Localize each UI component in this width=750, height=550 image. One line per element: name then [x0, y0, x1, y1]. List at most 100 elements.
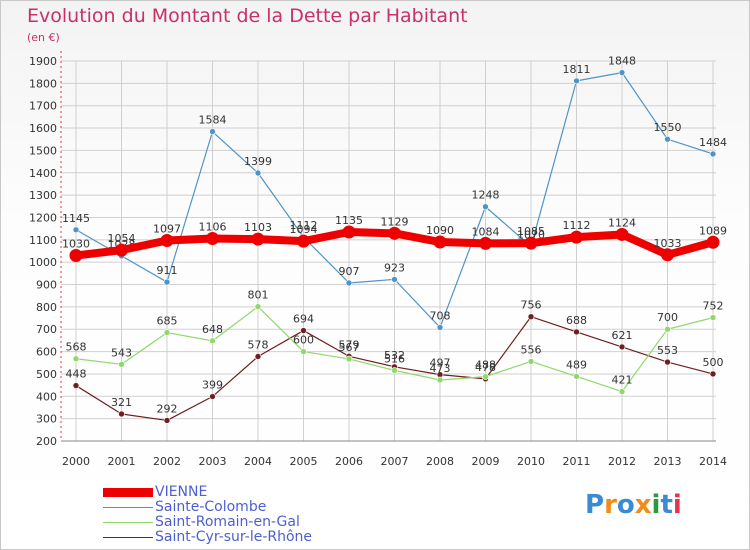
data-point-vienne [661, 248, 674, 262]
data-label-saint-romain-en-gal: 648 [202, 323, 223, 336]
data-point-saint-cyr-sur-le-rhone [209, 393, 216, 400]
data-label-saint-romain-en-gal: 567 [339, 341, 360, 354]
x-tick-label: 2010 [517, 455, 545, 468]
data-point-saint-romain-en-gal [72, 355, 80, 363]
x-tick-label: 2014 [699, 455, 727, 468]
y-tick-label: 600 [36, 346, 57, 359]
x-tick-label: 2004 [244, 455, 272, 468]
data-point-saint-romain-en-gal [209, 337, 216, 345]
data-label-vienne: 1135 [335, 214, 363, 227]
data-point-sainte-colombe [436, 324, 444, 331]
y-tick-label: 800 [36, 301, 57, 314]
data-label-sainte-colombe: 1484 [699, 136, 727, 149]
data-point-sainte-colombe [482, 203, 489, 211]
data-label-saint-cyr-sur-le-rhone: 621 [612, 329, 633, 342]
legend-label-saint-cyr-sur-le-rhone: Saint-Cyr-sur-le-Rhône [155, 529, 313, 545]
data-label-saint-cyr-sur-le-rhone: 553 [657, 344, 678, 357]
chart-subtitle: (en €) [27, 31, 60, 44]
data-label-sainte-colombe: 1248 [472, 189, 500, 202]
data-point-saint-romain-en-gal [391, 367, 398, 374]
x-tick-label: 2002 [153, 455, 181, 468]
data-point-vienne [115, 243, 128, 257]
data-label-saint-cyr-sur-le-rhone: 448 [66, 368, 87, 381]
data-point-vienne [206, 231, 219, 245]
data-point-sainte-colombe [573, 77, 580, 85]
data-point-sainte-colombe [254, 169, 262, 177]
data-label-saint-romain-en-gal: 600 [293, 334, 314, 347]
data-label-sainte-colombe: 911 [157, 264, 178, 277]
data-label-saint-romain-en-gal: 489 [566, 358, 587, 371]
x-tick-label: 2009 [472, 455, 500, 468]
y-tick-label: 1000 [29, 256, 57, 269]
data-label-vienne: 1054 [108, 232, 136, 245]
data-point-saint-cyr-sur-le-rhone [664, 358, 671, 366]
data-label-saint-cyr-sur-le-rhone: 756 [521, 299, 542, 312]
data-label-saint-cyr-sur-le-rhone: 292 [157, 402, 178, 415]
data-point-sainte-colombe [664, 135, 671, 143]
data-label-vienne: 1124 [608, 216, 636, 229]
data-label-sainte-colombe: 1584 [199, 114, 227, 127]
data-label-saint-cyr-sur-le-rhone: 321 [111, 396, 132, 409]
data-point-saint-cyr-sur-le-rhone [573, 328, 580, 336]
data-label-saint-cyr-sur-le-rhone: 688 [566, 314, 587, 327]
data-point-saint-cyr-sur-le-rhone [163, 417, 171, 424]
data-label-saint-romain-en-gal: 568 [66, 341, 87, 354]
data-label-vienne: 1106 [199, 220, 227, 233]
y-tick-label: 300 [36, 413, 57, 426]
data-point-vienne [69, 248, 83, 262]
data-point-saint-cyr-sur-le-rhone [254, 353, 262, 360]
proxiti-logo: Proxiti [585, 490, 682, 520]
legend-swatch-saint-cyr-sur-le-rhone [103, 537, 153, 538]
data-label-saint-cyr-sur-le-rhone: 497 [430, 357, 451, 370]
data-label-saint-romain-en-gal: 700 [657, 311, 678, 324]
legend-swatch-saint-romain-en-gal [103, 522, 153, 523]
x-tick-label: 2012 [608, 455, 636, 468]
data-point-saint-romain-en-gal [118, 361, 125, 368]
data-point-vienne [433, 235, 447, 249]
data-point-sainte-colombe [391, 276, 398, 283]
y-tick-label: 1700 [29, 100, 57, 113]
data-point-saint-romain-en-gal [482, 373, 489, 380]
x-tick-label: 2008 [426, 455, 454, 468]
x-tick-label: 2000 [62, 455, 90, 468]
data-point-vienne [297, 234, 310, 248]
legend-swatch-sainte-colombe [103, 507, 153, 508]
y-tick-label: 900 [36, 279, 57, 292]
data-label-sainte-colombe: 1848 [608, 55, 636, 68]
x-tick-label: 2001 [108, 455, 136, 468]
data-label-saint-cyr-sur-le-rhone: 478 [475, 361, 496, 374]
data-label-vienne: 1033 [654, 237, 682, 250]
data-point-saint-cyr-sur-le-rhone [527, 313, 535, 321]
data-label-saint-romain-en-gal: 473 [430, 362, 451, 375]
data-point-saint-romain-en-gal [527, 358, 535, 365]
data-point-saint-cyr-sur-le-rhone [618, 343, 626, 351]
data-point-vienne [524, 236, 538, 250]
y-tick-label: 500 [36, 368, 57, 381]
data-point-saint-romain-en-gal [436, 376, 444, 384]
data-point-saint-romain-en-gal [345, 355, 353, 363]
data-point-vienne [251, 232, 265, 246]
data-point-saint-romain-en-gal [664, 325, 671, 333]
data-point-saint-romain-en-gal [163, 329, 171, 336]
y-tick-label: 200 [36, 435, 57, 448]
logo-letter: t [660, 490, 673, 520]
data-point-saint-romain-en-gal [618, 388, 626, 395]
x-tick-label: 2005 [290, 455, 318, 468]
data-label-sainte-colombe: 907 [339, 265, 360, 278]
data-label-vienne: 1112 [563, 219, 591, 232]
y-tick-label: 1600 [29, 122, 57, 135]
data-point-vienne [615, 227, 629, 241]
data-point-saint-cyr-sur-le-rhone [300, 327, 307, 334]
data-label-vienne: 1097 [153, 222, 181, 235]
data-label-saint-romain-en-gal: 685 [157, 315, 178, 328]
data-label-vienne: 1129 [381, 215, 409, 228]
data-label-vienne: 1094 [290, 223, 318, 236]
data-label-saint-romain-en-gal: 801 [248, 289, 269, 302]
data-label-saint-cyr-sur-le-rhone: 694 [293, 313, 314, 326]
data-label-vienne: 1103 [244, 221, 272, 234]
data-point-sainte-colombe [345, 279, 353, 287]
data-label-saint-romain-en-gal: 488 [475, 359, 496, 372]
data-point-sainte-colombe [72, 226, 80, 234]
data-label-sainte-colombe: 1811 [563, 63, 591, 76]
data-label-vienne: 1090 [426, 224, 454, 237]
